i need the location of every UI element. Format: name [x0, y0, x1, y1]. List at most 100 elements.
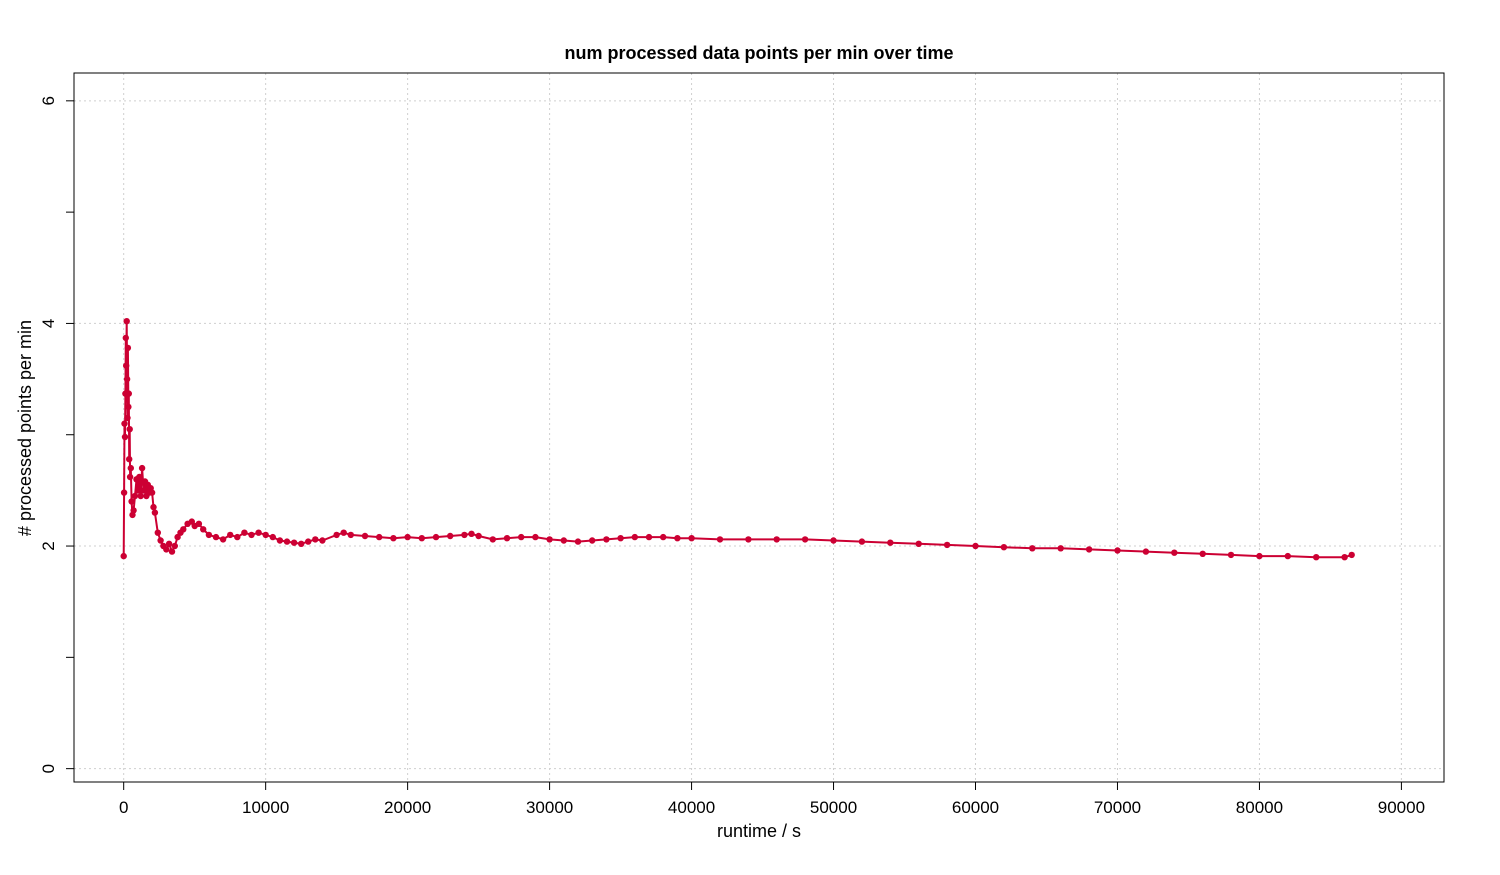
data-point — [361, 532, 369, 540]
data-point — [801, 536, 809, 543]
data-point — [128, 498, 135, 505]
y-tick-label: 6 — [39, 96, 58, 105]
data-point — [124, 414, 131, 422]
data-point — [1284, 552, 1292, 560]
data-point — [631, 533, 638, 541]
x-tick-label: 90000 — [1378, 798, 1425, 817]
x-tick-label: 60000 — [952, 798, 999, 817]
data-point — [660, 533, 667, 541]
data-point — [241, 529, 248, 536]
data-point — [195, 520, 203, 527]
data-point — [773, 536, 780, 543]
x-tick-label: 20000 — [384, 798, 431, 817]
y-tick-label: 4 — [39, 319, 58, 328]
data-point — [1114, 547, 1121, 554]
data-point — [418, 535, 425, 542]
data-point — [915, 540, 922, 547]
data-point — [276, 537, 284, 544]
data-point — [1341, 554, 1348, 561]
data-point — [319, 537, 326, 544]
data-point — [123, 318, 130, 325]
data-point — [131, 492, 139, 500]
data-point — [674, 535, 681, 542]
data-point — [1057, 545, 1064, 552]
y-axis-label: # processed points per min — [15, 320, 35, 536]
data-point — [151, 509, 159, 516]
x-tick-label: 50000 — [810, 798, 857, 817]
data-point — [148, 489, 156, 496]
data-point — [290, 539, 298, 546]
data-point — [255, 529, 262, 536]
data-point — [283, 538, 291, 545]
data-point — [227, 531, 234, 539]
grid — [74, 73, 1444, 782]
data-point — [475, 532, 482, 540]
data-point — [180, 526, 187, 533]
data-point — [546, 536, 553, 543]
data-point — [745, 536, 752, 543]
data-point — [1256, 552, 1263, 560]
y-tick-label: 2 — [39, 541, 58, 550]
data-point — [312, 536, 319, 543]
data-point — [1085, 546, 1093, 553]
data-point — [1029, 545, 1036, 552]
data-point — [123, 362, 130, 369]
data-point — [138, 464, 146, 472]
x-tick-label: 40000 — [668, 798, 715, 817]
data-point — [124, 344, 132, 352]
data-point — [858, 538, 866, 545]
data-point — [168, 548, 176, 555]
data-point — [503, 535, 511, 542]
data-point — [1227, 551, 1235, 559]
axes: 0 10000 20000 30000 40000 50000 60000 70000 8000… — [39, 96, 1425, 817]
data-point — [305, 538, 312, 545]
data-point — [134, 487, 142, 494]
x-tick-label: 10000 — [242, 798, 289, 817]
data-point — [120, 552, 127, 560]
data-point — [404, 533, 411, 541]
y-tick-label: 0 — [39, 764, 58, 773]
data-point — [298, 540, 305, 547]
data-point — [972, 542, 979, 550]
data-point — [157, 537, 164, 544]
chart-title: num processed data points per min over t… — [564, 43, 953, 63]
data-point — [125, 390, 132, 397]
data-point — [376, 533, 383, 541]
data-point — [943, 541, 951, 549]
data-point — [468, 530, 475, 537]
data-point — [887, 539, 894, 546]
data-point — [447, 532, 454, 540]
data-point — [150, 503, 157, 511]
data-point — [560, 537, 567, 544]
x-tick-label: 30000 — [526, 798, 573, 817]
data-point — [603, 536, 610, 543]
data-point — [123, 375, 131, 383]
data-point — [269, 533, 276, 541]
data-point — [121, 433, 129, 441]
data-point — [688, 535, 695, 542]
x-tick-label: 70000 — [1094, 798, 1141, 817]
series-layer — [120, 318, 1355, 561]
data-point — [120, 489, 128, 496]
data-point — [163, 546, 170, 553]
data-point — [126, 473, 134, 481]
data-point — [212, 533, 220, 541]
data-point — [136, 473, 143, 481]
data-point — [333, 531, 340, 539]
data-point — [1142, 548, 1150, 555]
data-point — [248, 531, 255, 539]
data-point — [262, 531, 269, 539]
data-point — [1199, 550, 1206, 557]
data-point — [171, 542, 178, 550]
data-point — [140, 487, 147, 494]
data-point — [432, 533, 440, 541]
data-point — [165, 540, 173, 547]
data-point — [122, 334, 129, 342]
data-point — [617, 535, 624, 542]
data-point — [127, 464, 134, 472]
data-point — [518, 533, 525, 541]
data-point — [1171, 549, 1178, 556]
data-point — [205, 531, 213, 539]
